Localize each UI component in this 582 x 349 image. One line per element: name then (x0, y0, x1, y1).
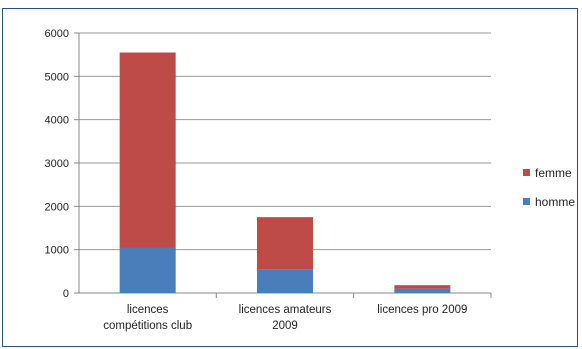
y-tick-labels: 0 1000 2000 3000 4000 5000 6000 (45, 28, 69, 300)
y-tick-label: 5000 (45, 71, 69, 83)
legend-swatch-femme (523, 169, 530, 176)
legend-swatch-homme (523, 198, 530, 205)
category-label: licences amateurs (239, 304, 332, 316)
bar-homme (119, 247, 176, 293)
bar-homme (394, 288, 451, 293)
y-tick-label: 2000 (45, 201, 69, 213)
stacked-bar-chart: 0 1000 2000 3000 4000 5000 6000 licences compét… (45, 28, 576, 332)
legend-label-femme: femme (535, 166, 572, 180)
bars (119, 52, 451, 293)
y-tick-label: 3000 (45, 158, 69, 170)
y-tick-label: 0 (63, 288, 69, 300)
chart-frame: 0 1000 2000 3000 4000 5000 6000 licences compét… (2, 8, 578, 347)
category-label: licences pro 2009 (377, 304, 467, 316)
legend: femme homme (523, 166, 575, 209)
category-label: 2009 (272, 320, 298, 332)
legend-label-homme: homme (535, 195, 575, 209)
bar-femme (119, 52, 176, 248)
category-label: licences (127, 304, 169, 316)
y-tick-label: 4000 (45, 115, 69, 127)
y-tick-label: 1000 (45, 245, 69, 257)
bar-homme (257, 269, 313, 293)
category-label: compétitions club (103, 320, 192, 332)
bar-femme (394, 285, 451, 289)
category-labels: licences compétitions club licences amateu… (103, 304, 467, 332)
y-tick-label: 6000 (45, 28, 69, 40)
bar-femme (257, 217, 313, 270)
